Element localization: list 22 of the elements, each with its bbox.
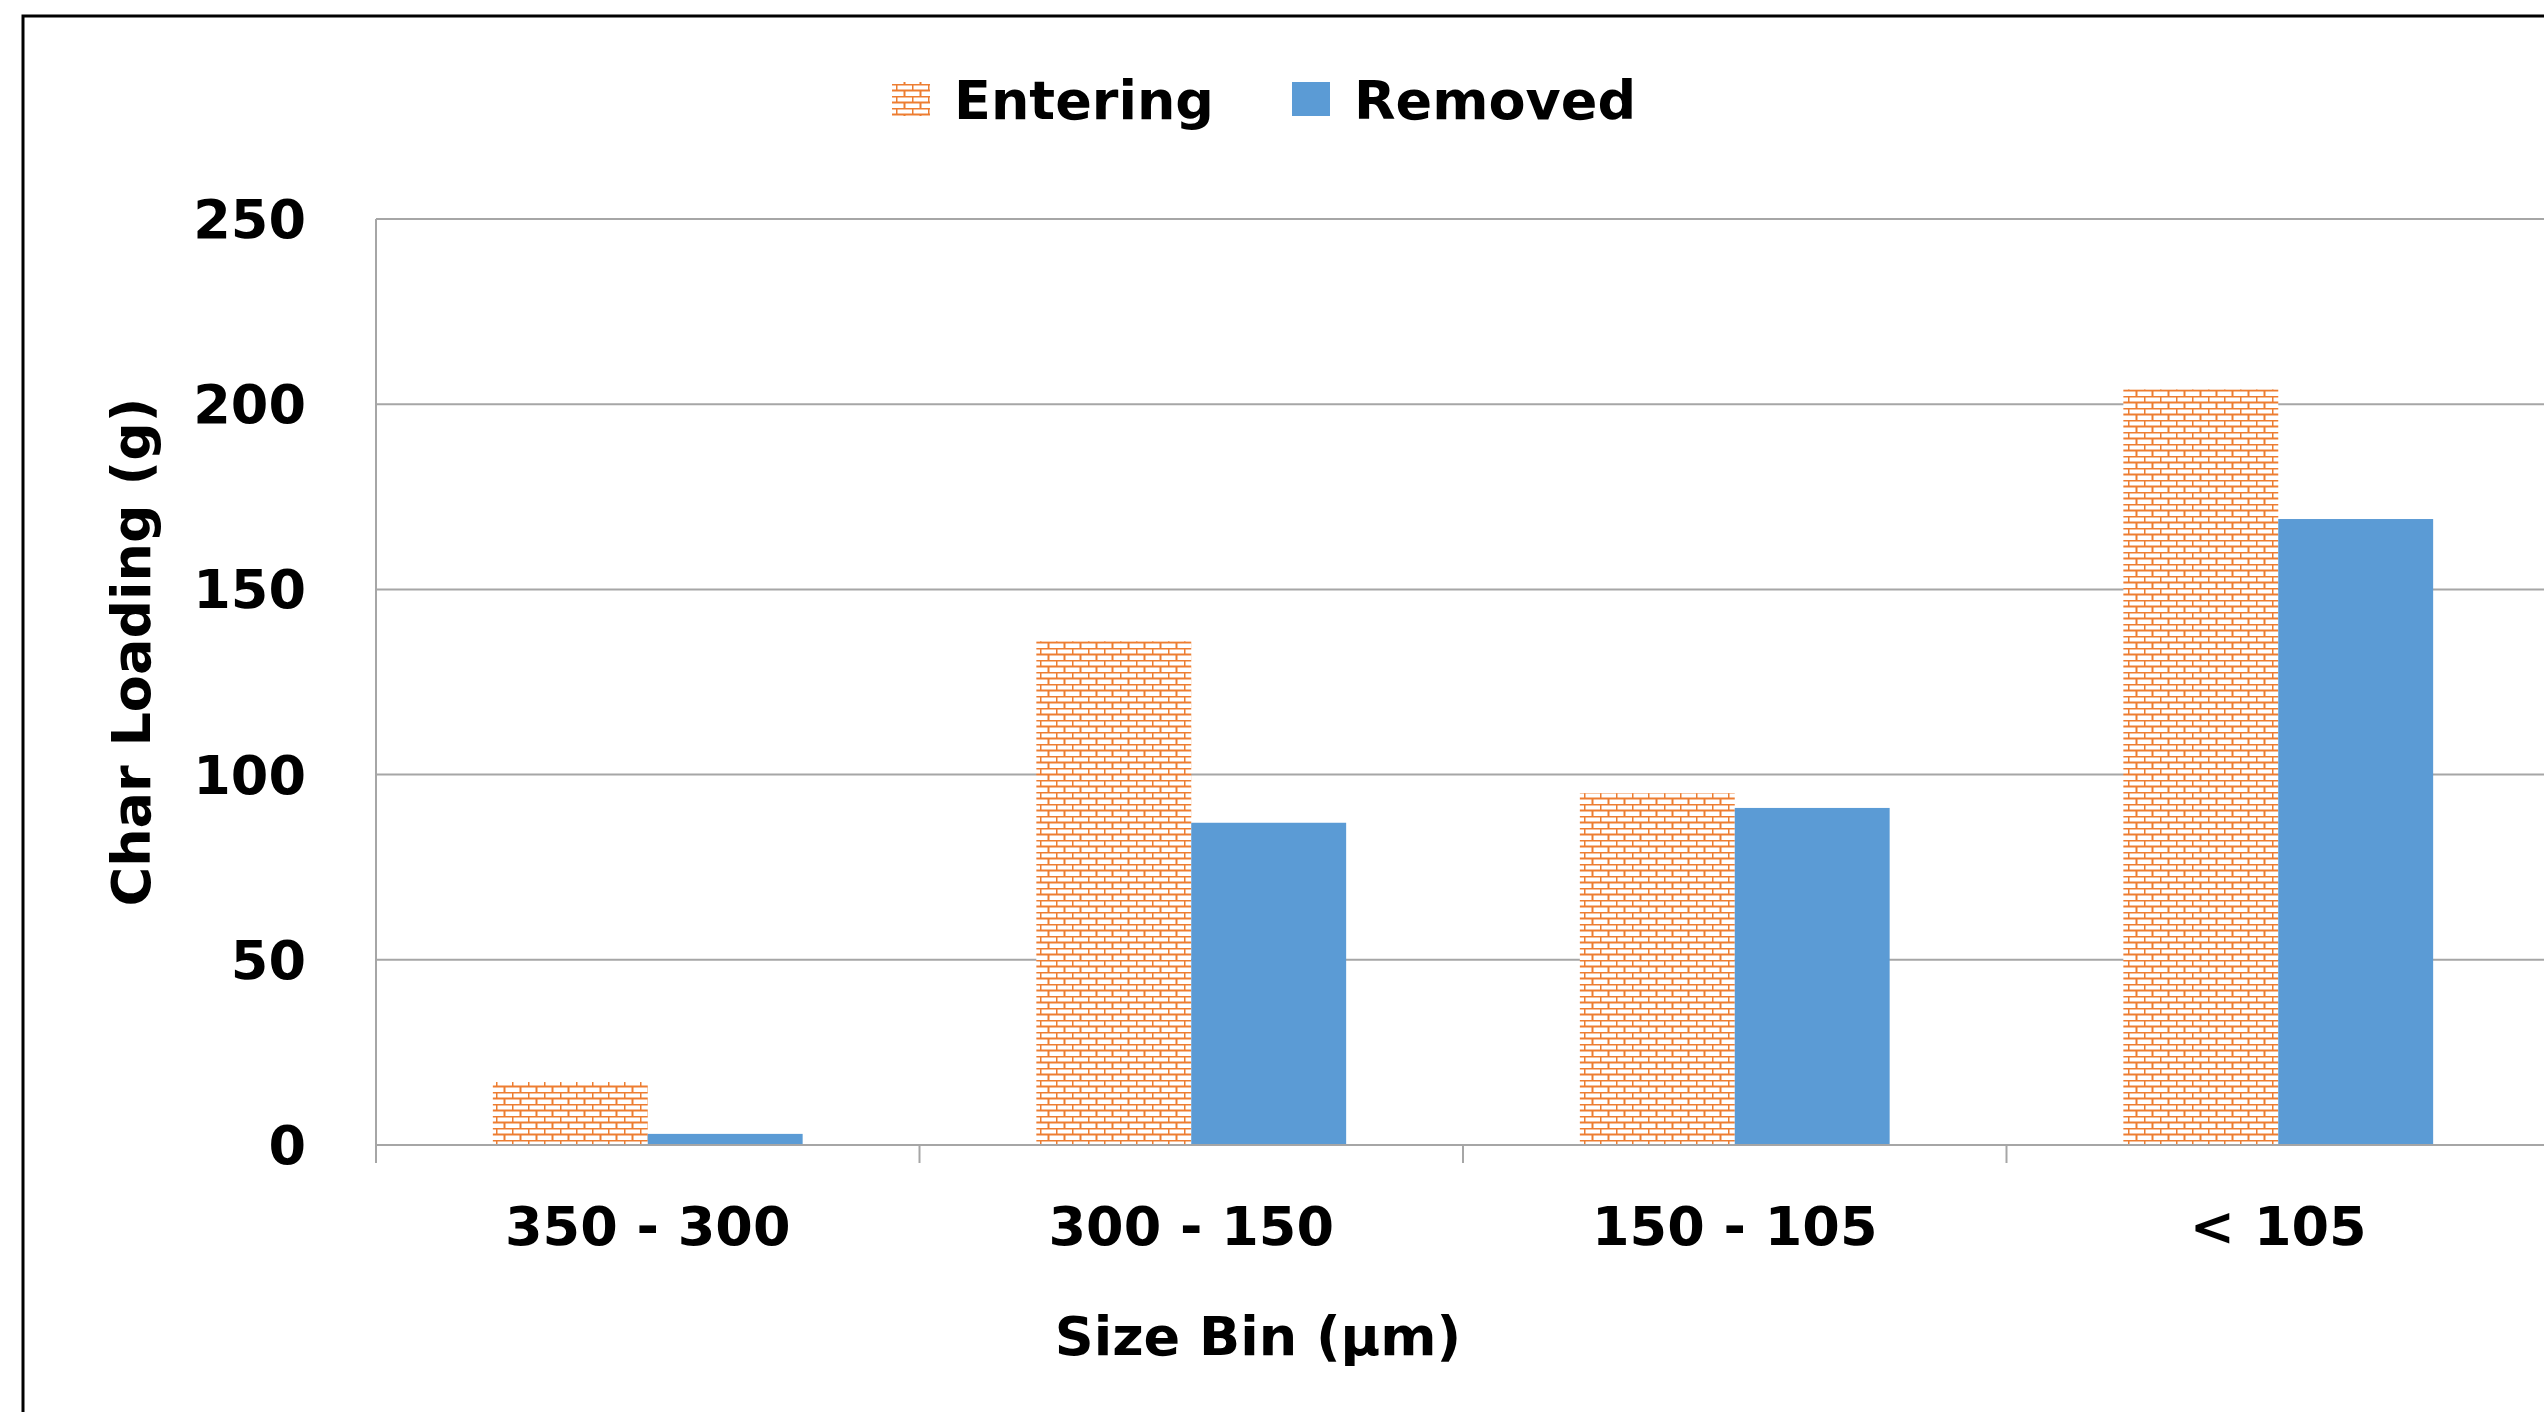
bar xyxy=(2123,389,2279,1145)
bar xyxy=(1579,793,1735,1145)
bar xyxy=(1191,822,1347,1145)
y-tick-label: 100 xyxy=(193,743,306,807)
bar xyxy=(492,1082,648,1145)
bar xyxy=(2278,519,2434,1145)
y-tick-label: 200 xyxy=(193,373,306,437)
legend-label: Removed xyxy=(1354,68,1637,132)
x-tick-label: 350 - 300 xyxy=(505,1195,791,1258)
x-tick-label: 150 - 105 xyxy=(1592,1195,1878,1258)
x-tick-label: 300 - 150 xyxy=(1048,1195,1334,1258)
x-tick-label: < 105 xyxy=(2189,1195,2367,1258)
y-tick-label: 50 xyxy=(230,928,306,992)
y-tick-label: 0 xyxy=(268,1113,306,1177)
bar xyxy=(647,1133,803,1145)
y-axis-title: Char Loading (g) xyxy=(100,397,163,907)
y-tick-label: 150 xyxy=(193,558,306,622)
bar xyxy=(1734,807,1890,1145)
legend-label: Entering xyxy=(954,68,1215,132)
bar xyxy=(1036,641,1192,1145)
x-axis-title: Size Bin (µm) xyxy=(1054,1305,1462,1368)
y-tick-label: 250 xyxy=(193,187,306,251)
